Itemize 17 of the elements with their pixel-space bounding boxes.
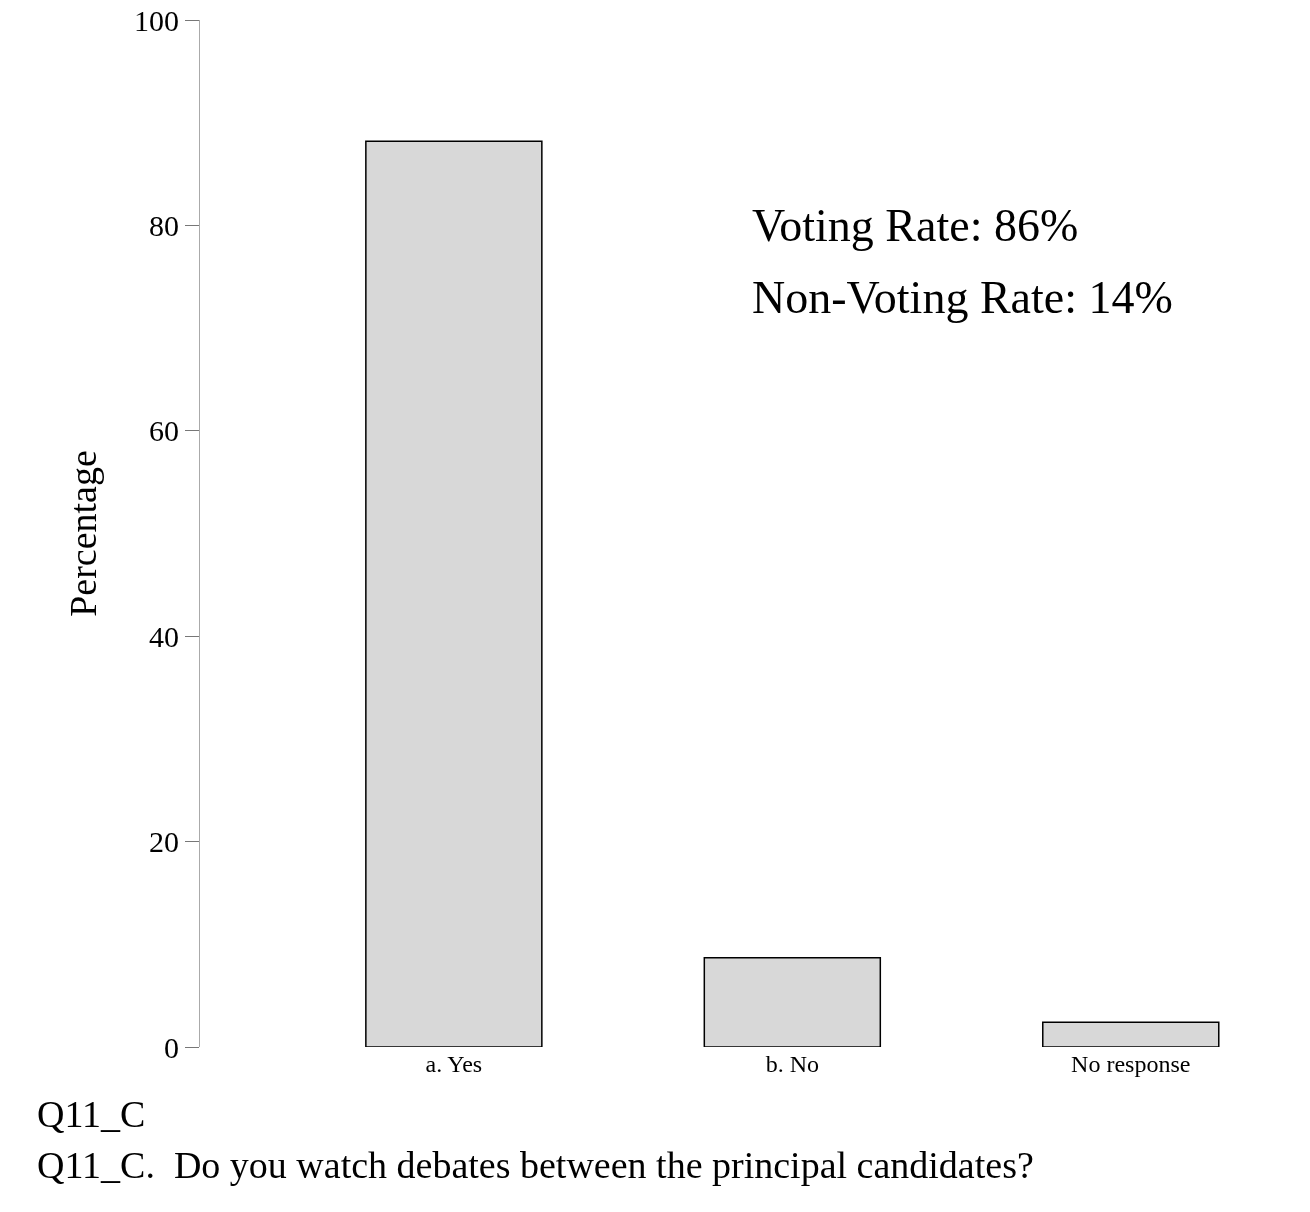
y-tick-label: 100 [134, 3, 179, 37]
text: Q11_C [37, 1093, 146, 1135]
bar [1042, 1021, 1220, 1047]
y-tick-label: 20 [149, 825, 179, 859]
y-tick-label: 40 [149, 619, 179, 653]
x-tick-label: No response [1071, 1051, 1191, 1077]
x-tick-label: a. Yes [425, 1051, 483, 1077]
x-tick-label: b. No [765, 1051, 819, 1077]
annotation: Non-Voting Rate: 14% [752, 272, 1173, 323]
bar [703, 956, 882, 1047]
y-tick-label: 0 [164, 1030, 179, 1064]
y-tick-label: 80 [149, 208, 179, 242]
text: Q11_C. Do you watch debates between the principal candidates? [37, 1144, 1034, 1186]
bar [365, 140, 543, 1047]
y-axis-title: Percentage [62, 450, 105, 617]
annotation: Voting Rate: 86% [752, 200, 1079, 251]
y-tick-label: 60 [149, 414, 179, 448]
